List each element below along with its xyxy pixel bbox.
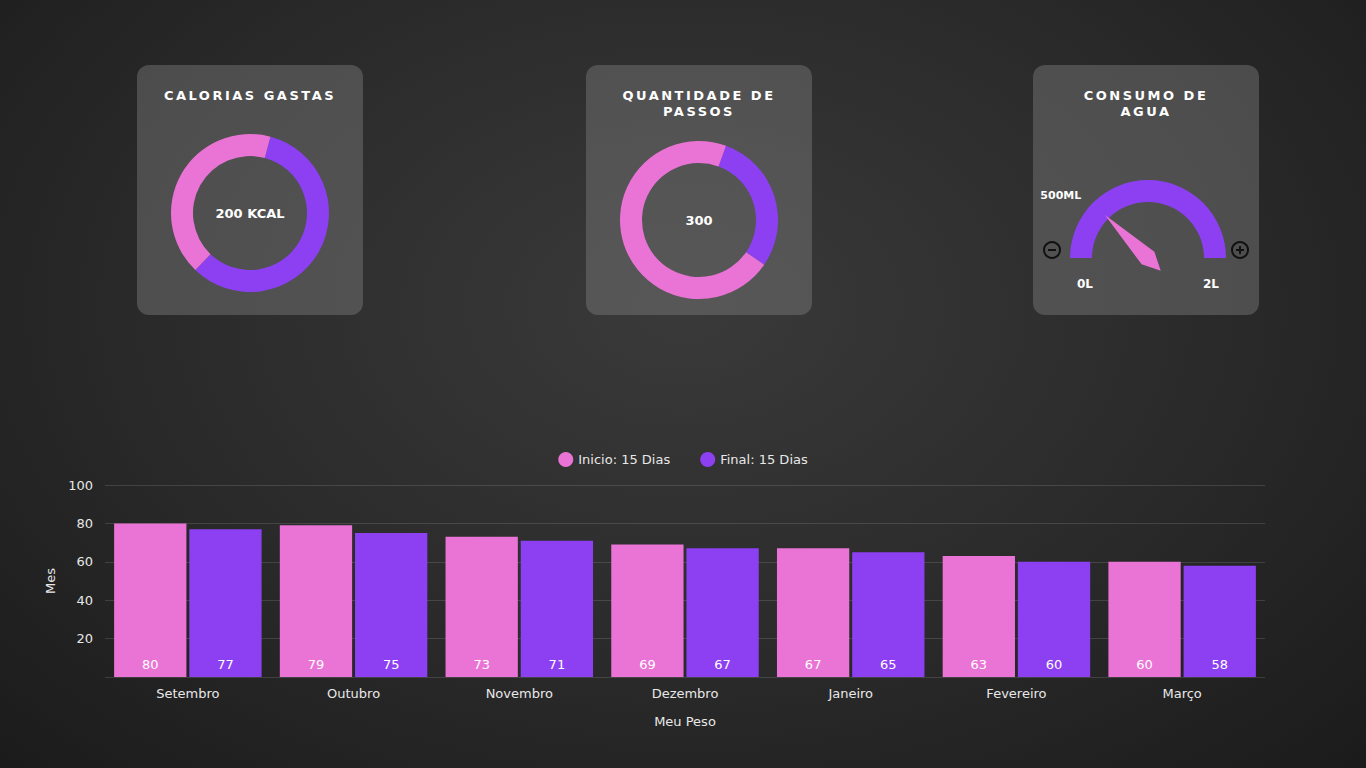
svg-text:Mes: Mes (43, 568, 58, 594)
svg-text:2L: 2L (1203, 277, 1219, 291)
svg-text:60: 60 (1046, 657, 1063, 672)
svg-text:73: 73 (473, 657, 490, 672)
svg-text:200 KCAL: 200 KCAL (215, 206, 284, 221)
svg-text:Setembro: Setembro (156, 686, 219, 701)
svg-text:80: 80 (76, 516, 93, 531)
svg-text:67: 67 (714, 657, 731, 672)
html-text:CALORIAS GASTAS: CALORIAS GASTAS (163, 88, 337, 103)
svg-text:75: 75 (383, 657, 400, 672)
svg-text:Outubro: Outubro (327, 686, 380, 701)
svg-text:60: 60 (76, 554, 93, 569)
svg-text:Março: Março (1162, 686, 1201, 701)
html-text:CONSUMO DE AGUA: CONSUMO DE AGUA (1083, 88, 1209, 119)
svg-text:Meu Peso: Meu Peso (654, 714, 716, 729)
svg-text:80: 80 (142, 657, 159, 672)
svg-text:Janeiro: Janeiro (827, 686, 873, 701)
svg-text:71: 71 (549, 657, 566, 672)
svg-text:500ML: 500ML (1040, 189, 1081, 202)
svg-text:67: 67 (805, 657, 822, 672)
svg-text:300: 300 (685, 213, 712, 228)
svg-text:69: 69 (639, 657, 656, 672)
svg-text:79: 79 (308, 657, 325, 672)
html-text:QUANTIDADE DE PASSOS: QUANTIDADE DE PASSOS (622, 88, 776, 119)
svg-text:65: 65 (880, 657, 897, 672)
svg-text:Final: 15 Dias: Final: 15 Dias (720, 452, 808, 467)
svg-text:Fevereiro: Fevereiro (986, 686, 1046, 701)
svg-text:Novembro: Novembro (486, 686, 553, 701)
svg-text:20: 20 (76, 631, 93, 646)
svg-text:Inicio: 15 Dias: Inicio: 15 Dias (578, 452, 670, 467)
svg-text:77: 77 (217, 657, 234, 672)
svg-text:100: 100 (68, 478, 93, 493)
svg-text:63: 63 (971, 657, 988, 672)
svg-text:40: 40 (76, 593, 93, 608)
svg-text:Dezembro: Dezembro (652, 686, 719, 701)
svg-text:60: 60 (1136, 657, 1153, 672)
svg-text:58: 58 (1211, 657, 1228, 672)
svg-text:0L: 0L (1077, 277, 1093, 291)
